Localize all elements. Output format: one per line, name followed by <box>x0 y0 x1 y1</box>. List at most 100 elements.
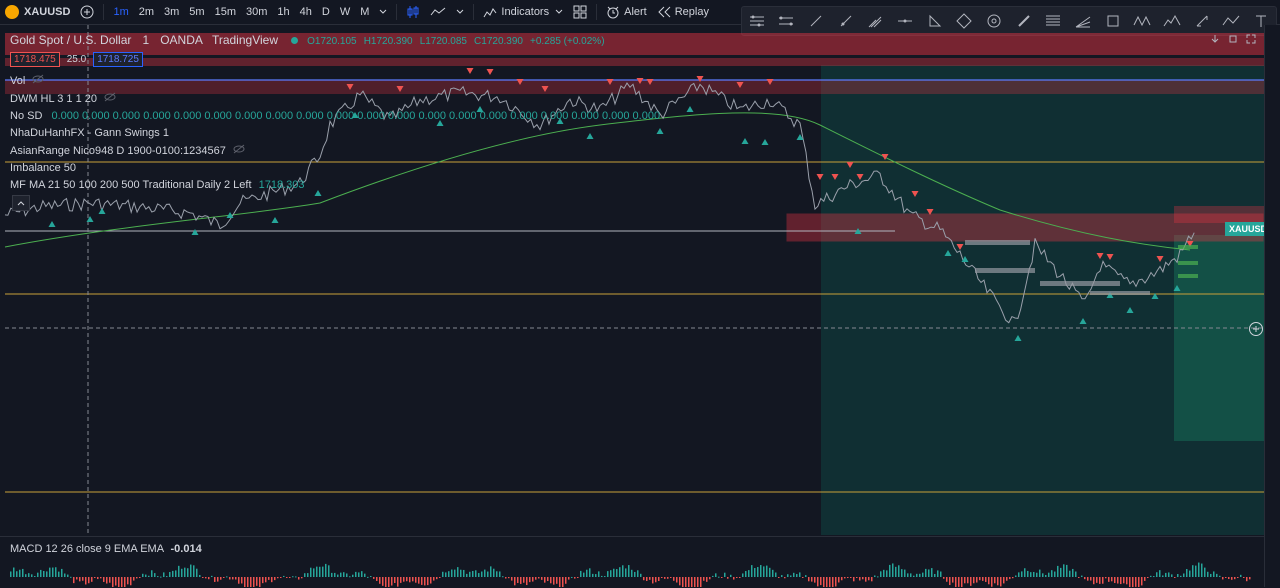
arrow-down-icon[interactable] <box>1210 34 1220 44</box>
fib-retracement-tool[interactable] <box>1043 11 1063 31</box>
macd-bar <box>76 577 78 580</box>
macd-bar <box>547 577 549 582</box>
collapse-legend-button[interactable] <box>12 195 30 211</box>
macd-bar <box>1231 577 1233 580</box>
trend-line-tool[interactable] <box>806 11 826 31</box>
add-symbol-button[interactable] <box>75 0 99 24</box>
grid-icon <box>573 5 587 19</box>
macd-bar <box>193 565 195 577</box>
interval-1m[interactable]: 1m <box>113 6 129 18</box>
swing-low-marker <box>796 134 804 140</box>
chart-type-line-button[interactable] <box>425 0 451 24</box>
pattern-tool[interactable] <box>1132 11 1152 31</box>
target-zone <box>1174 235 1264 441</box>
green-block <box>1178 261 1198 265</box>
macd-bar <box>391 577 393 586</box>
macd-bar <box>820 577 822 586</box>
interval-w[interactable]: W <box>339 6 351 18</box>
swing-low-marker <box>1126 307 1134 313</box>
indicators-button[interactable]: Indicators <box>478 0 568 24</box>
price-axis[interactable] <box>1264 25 1280 587</box>
interval-dropdown[interactable] <box>374 0 392 24</box>
macd-bar <box>778 577 780 578</box>
interval-30m[interactable]: 30m <box>245 6 268 18</box>
macd-bar <box>319 566 321 577</box>
rectangle-tool[interactable] <box>1103 11 1123 31</box>
macd-bar <box>1054 571 1056 577</box>
chart-canvas[interactable] <box>0 25 1264 535</box>
swing-high-marker <box>846 162 854 168</box>
swing-low-marker <box>436 120 444 126</box>
text-tool[interactable] <box>1251 11 1271 31</box>
interval-1h[interactable]: 1h <box>277 6 290 18</box>
macd-bar <box>397 577 399 587</box>
macd-bar <box>943 577 945 579</box>
ray-tool[interactable] <box>836 11 856 31</box>
macd-bar <box>1126 577 1128 585</box>
macd-bar <box>256 577 258 586</box>
legend-vol[interactable]: Vol <box>10 74 44 87</box>
legend-imbalance[interactable]: Imbalance 50 <box>10 162 76 174</box>
replay-button[interactable]: Replay <box>652 0 714 24</box>
macd-bar <box>550 577 552 584</box>
path-tool[interactable] <box>1221 11 1241 31</box>
diamond-tool[interactable] <box>954 11 974 31</box>
horizontal-ray-tool[interactable] <box>895 11 915 31</box>
interval-m[interactable]: M <box>360 6 370 18</box>
triangle-tool[interactable] <box>925 11 945 31</box>
macd-bar <box>532 577 534 582</box>
bid-price-button[interactable]: 1718.475 <box>10 52 60 67</box>
interval-2m[interactable]: 2m <box>138 6 155 18</box>
ask-price-button[interactable]: 1718.725 <box>93 52 143 67</box>
circle-tool[interactable] <box>984 11 1004 31</box>
macd-bar <box>244 577 246 587</box>
macd-bar <box>1015 575 1017 577</box>
interval-5m[interactable]: 5m <box>189 6 205 18</box>
macd-bar <box>355 571 357 577</box>
alert-button[interactable]: Alert <box>601 0 652 24</box>
macd-bar <box>64 573 66 577</box>
chart-type-candles-button[interactable] <box>401 0 425 24</box>
macd-bar <box>409 577 411 583</box>
brush-tool[interactable] <box>1014 11 1034 31</box>
swing-low-marker <box>86 216 94 222</box>
legend-gann[interactable]: NhaDuHanhFX - Gann Swings 1 <box>10 127 169 139</box>
pitchfork-tool[interactable] <box>865 11 885 31</box>
macd-bar <box>874 575 876 577</box>
eye-off-icon[interactable] <box>32 74 44 84</box>
horizontal-lines-tool[interactable] <box>747 11 767 31</box>
macd-bar <box>70 576 72 578</box>
fib-fan-tool[interactable] <box>1073 11 1093 31</box>
macd-pane[interactable]: MACD 12 26 close 9 EMA EMA -0.014 <box>0 536 1264 588</box>
price-chart[interactable]: Gold Spot / U.S. Dollar 1 OANDA TradingV… <box>0 25 1272 535</box>
legend-asian[interactable]: AsianRange Nico948 D 1900-0100:1234567 <box>10 144 245 157</box>
macd-bar <box>1093 577 1095 585</box>
macd-bar <box>994 577 996 584</box>
source-label: TradingView <box>211 33 278 47</box>
symbol-selector[interactable]: XAUUSD <box>0 0 75 24</box>
macd-legend[interactable]: MACD 12 26 close 9 EMA EMA -0.014 <box>10 543 202 555</box>
maximize-icon[interactable] <box>1246 34 1256 44</box>
macd-bar <box>223 577 225 578</box>
interval-d[interactable]: D <box>321 6 330 18</box>
interval-4h[interactable]: 4h <box>299 6 312 18</box>
macd-bar <box>928 569 930 577</box>
interval-15m[interactable]: 15m <box>214 6 236 18</box>
macd-bar <box>925 568 927 577</box>
eye-off-icon[interactable] <box>233 144 245 154</box>
parallel-channel-tool[interactable] <box>776 11 796 31</box>
crosshair-plus-button[interactable] <box>1249 322 1263 336</box>
macd-bar <box>823 577 825 587</box>
swing-low-marker <box>1173 285 1181 291</box>
measure-tool[interactable] <box>1192 11 1212 31</box>
restore-icon[interactable] <box>1228 34 1238 44</box>
interval-3m[interactable]: 3m <box>164 6 180 18</box>
elliott-tool[interactable] <box>1162 11 1182 31</box>
chart-type-dropdown[interactable] <box>451 0 469 24</box>
legend-no-sd[interactable]: No SD 0.000 0.000 0.000 0.000 0.000 0.00… <box>10 110 660 122</box>
eye-off-icon[interactable] <box>104 92 116 102</box>
templates-button[interactable] <box>568 0 592 24</box>
legend-dwm[interactable]: DWM HL 3 1 1 20 <box>10 92 116 105</box>
legend-ma[interactable]: MF MA 21 50 100 200 500 Traditional Dail… <box>10 179 305 191</box>
macd-bar <box>916 573 918 577</box>
